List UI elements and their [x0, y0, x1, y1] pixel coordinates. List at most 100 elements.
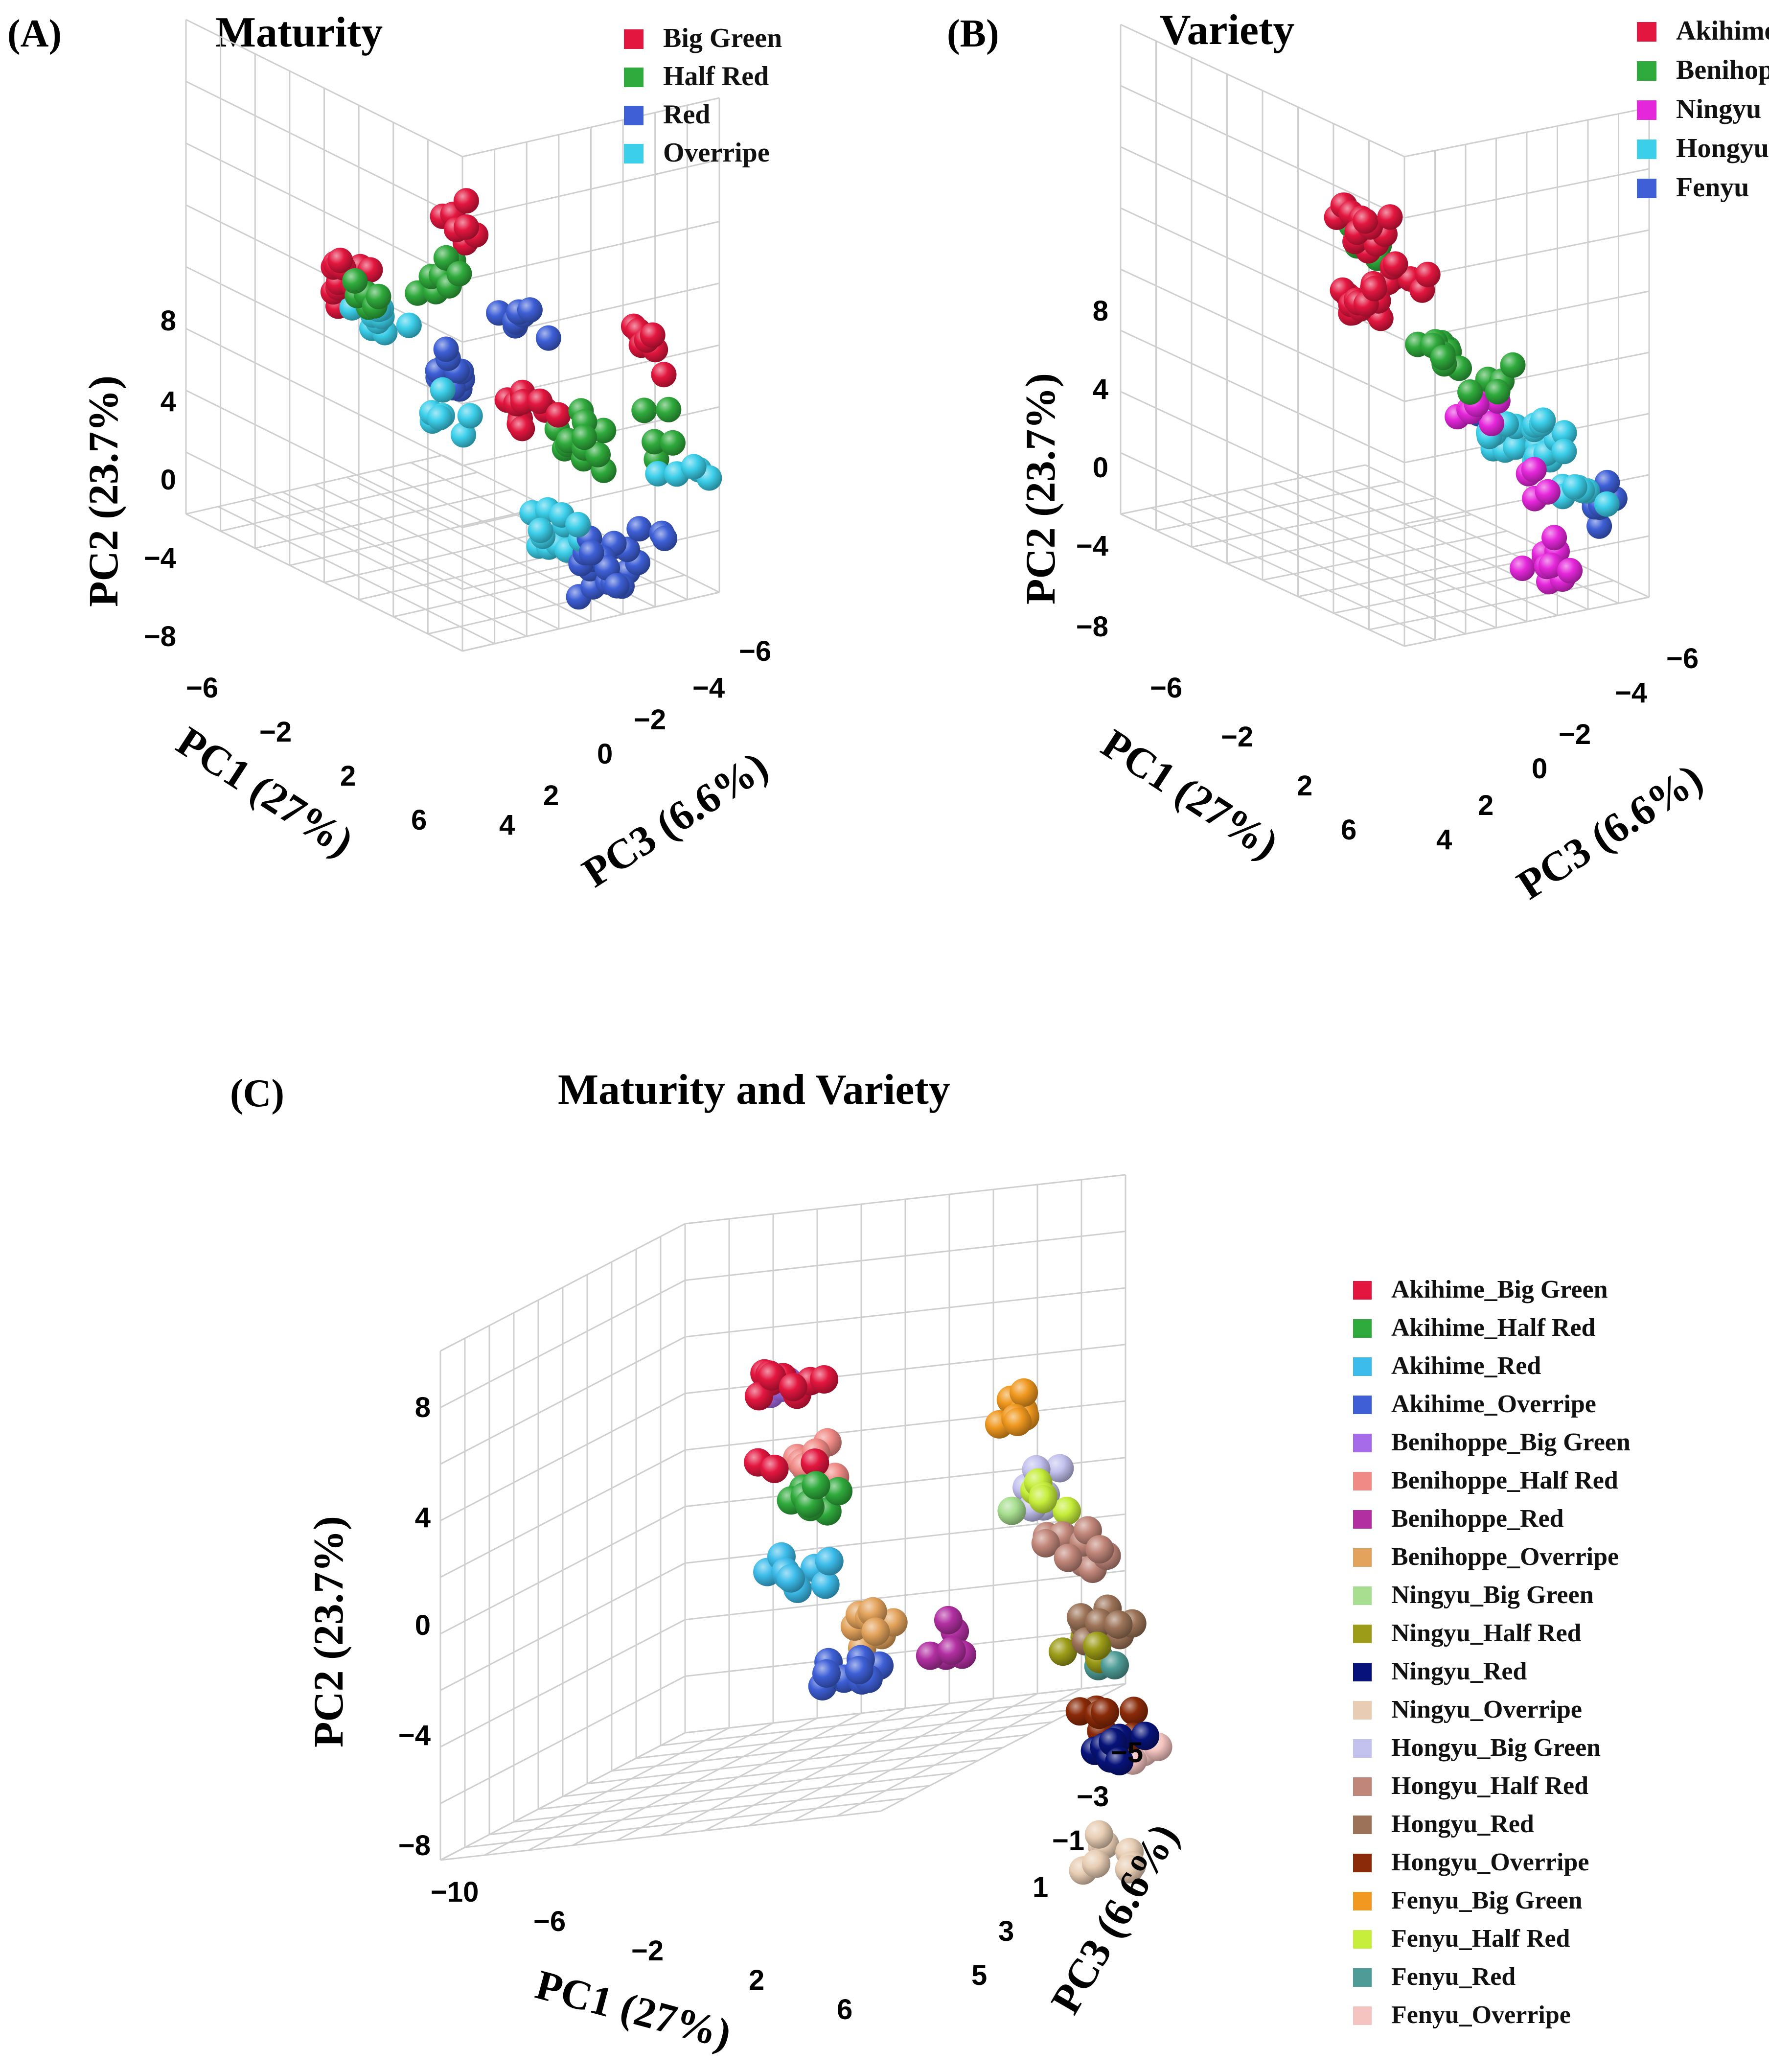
panel-b-z-tick: −2 — [1559, 719, 1591, 750]
data-point — [812, 1659, 841, 1688]
panel-a-x-ticks: −6 −2 2 6 — [186, 672, 427, 836]
data-point — [517, 297, 543, 323]
data-point — [1361, 276, 1387, 302]
panel-a-z-tick: 4 — [499, 809, 515, 841]
data-point — [640, 322, 666, 348]
data-point — [626, 516, 652, 542]
panel-a-z-tick: 2 — [543, 780, 559, 812]
data-point — [758, 1362, 786, 1391]
legend-swatch — [1353, 1510, 1372, 1529]
data-point — [427, 405, 453, 431]
data-point — [1101, 1651, 1129, 1679]
panel-c-x-tick: −2 — [631, 1935, 664, 1967]
data-point — [1503, 434, 1529, 460]
panel-c-z-tick: 5 — [971, 1959, 987, 1991]
data-point — [1430, 345, 1456, 371]
data-point — [1551, 439, 1577, 465]
panel-b-x-tick: 6 — [1341, 814, 1356, 846]
data-point — [1521, 457, 1547, 483]
panel-c-label: (C) — [230, 1072, 284, 1115]
legend-label: Akihime — [1676, 16, 1769, 46]
data-point — [1382, 251, 1408, 277]
data-point — [1053, 1496, 1081, 1525]
panel-b-z-tick: −6 — [1666, 643, 1699, 675]
panel-b-x-ticks: −6 −2 2 6 — [1150, 672, 1356, 846]
data-point — [660, 430, 686, 456]
panel-a-y-tick: −8 — [144, 621, 176, 652]
data-point — [1003, 1408, 1032, 1436]
panel-c-z-ticks: −5 −3 −1 1 3 5 — [971, 1737, 1143, 1991]
data-point — [801, 1448, 829, 1477]
legend-swatch — [1353, 1548, 1372, 1567]
panel-c-z-tick: 3 — [998, 1915, 1014, 1947]
legend-swatch — [624, 68, 643, 87]
legend-swatch — [1353, 1930, 1372, 1949]
legend-swatch — [1637, 100, 1656, 120]
panel-b-y-tick: 4 — [1093, 373, 1108, 405]
panel-b-points — [1324, 192, 1628, 595]
data-point — [631, 397, 657, 423]
panel-c-x-tick: −10 — [431, 1876, 479, 1908]
legend-label: Hongyu_Overripe — [1391, 1848, 1589, 1876]
data-point — [652, 526, 678, 551]
panel-c-title: Maturity and Variety — [558, 1066, 950, 1114]
data-point — [453, 188, 479, 214]
panel-a-points — [320, 188, 722, 610]
panel-c-x-tick: −6 — [533, 1906, 566, 1937]
data-point — [527, 388, 553, 414]
data-point — [1562, 474, 1587, 500]
panel-b-x-tick: 2 — [1297, 770, 1312, 802]
legend-label: Benihoppe_Red — [1391, 1505, 1564, 1533]
data-point — [1535, 479, 1561, 505]
data-point — [366, 283, 391, 309]
data-point — [777, 1564, 805, 1593]
data-point — [1131, 1722, 1160, 1750]
data-point — [1029, 1485, 1057, 1513]
panel-c-y-tick: 4 — [415, 1502, 431, 1534]
legend-swatch — [624, 29, 643, 49]
data-point — [997, 1496, 1026, 1525]
panel-b-grid — [1120, 23, 1650, 647]
panel-c: (C) Maturity and Variety 8 4 0 −4 −8 −10… — [230, 1066, 1631, 2058]
data-point — [451, 422, 476, 448]
data-point — [937, 1636, 966, 1665]
data-point — [1054, 1543, 1082, 1572]
legend-swatch — [1353, 1319, 1372, 1338]
data-point — [1115, 1855, 1144, 1884]
panel-a-ylabel: PC2 (23.7%) — [80, 375, 127, 607]
legend-swatch — [1353, 1892, 1372, 1910]
panel-c-z-tick: −3 — [1077, 1781, 1109, 1813]
legend-swatch — [1353, 1663, 1372, 1681]
legend-label: Big Green — [663, 23, 782, 53]
data-point — [1510, 556, 1535, 581]
legend-label: Fenyu_Overripe — [1391, 2001, 1571, 2029]
panel-c-y-tick: −4 — [398, 1720, 431, 1751]
data-point — [430, 377, 456, 403]
legend-label: Ningyu_Half Red — [1391, 1619, 1582, 1647]
data-point — [1082, 1631, 1111, 1660]
panel-b-z-ticks: −6 −4 −2 0 2 4 — [1436, 643, 1699, 856]
panel-c-z-tick: −1 — [1052, 1825, 1084, 1857]
data-point — [681, 454, 707, 480]
data-point — [1586, 513, 1612, 539]
panel-c-y-tick: 0 — [415, 1609, 431, 1641]
data-point — [604, 573, 630, 599]
data-point — [1541, 525, 1567, 551]
panel-c-x-tick: 2 — [749, 1964, 764, 1996]
data-point — [578, 540, 604, 566]
data-point — [760, 1454, 789, 1483]
panel-a-x-tick: 6 — [411, 804, 427, 836]
legend-label: Ningyu_Big Green — [1391, 1581, 1594, 1609]
legend-label: Hongyu_Big Green — [1391, 1734, 1601, 1762]
data-point — [815, 1547, 844, 1576]
panel-b-title: Variety — [1160, 6, 1294, 54]
data-point — [1010, 1378, 1038, 1407]
data-point — [572, 424, 597, 450]
data-point — [845, 1656, 873, 1684]
legend-swatch — [1353, 1854, 1372, 1872]
panel-c-ylabel: PC2 (23.7%) — [305, 1516, 352, 1747]
legend-swatch — [1353, 1739, 1372, 1758]
panel-a-z-tick: −2 — [634, 704, 666, 736]
legend-swatch — [1353, 1816, 1372, 1834]
